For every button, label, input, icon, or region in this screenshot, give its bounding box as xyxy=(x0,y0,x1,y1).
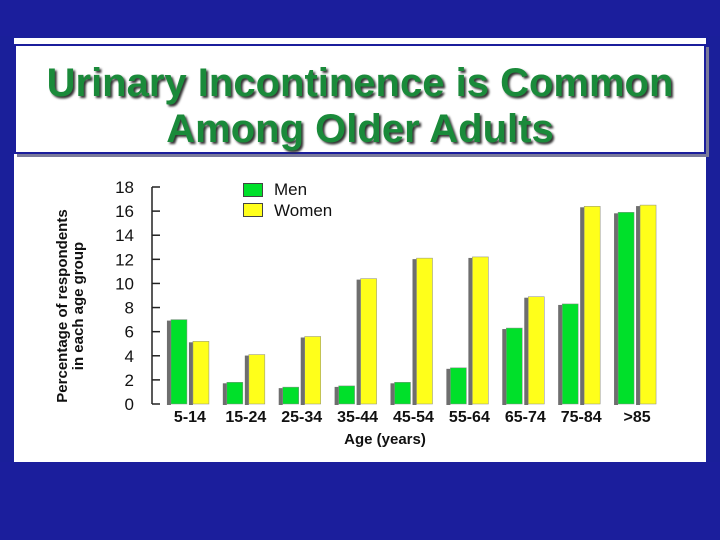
bar-women-2 xyxy=(304,336,321,405)
bar-shadow xyxy=(300,337,305,405)
top-band xyxy=(0,0,720,36)
x-tick-label: 45-54 xyxy=(393,409,434,426)
bar-shadow xyxy=(468,257,473,405)
y-tick-label: 16 xyxy=(115,202,134,221)
bar-women-0 xyxy=(192,341,210,405)
y-tick-label: 6 xyxy=(125,323,134,342)
bar-men-3 xyxy=(338,385,355,405)
y-tick-label: 2 xyxy=(125,371,134,390)
bar-women-8 xyxy=(639,204,657,405)
bar-women-3 xyxy=(360,278,377,405)
bar-shadow xyxy=(558,304,563,405)
bar-shadow xyxy=(502,329,507,405)
chart-title-line-1: Urinary Incontinence is Common xyxy=(46,61,674,105)
bar-men-5 xyxy=(450,367,467,405)
y-tick-label: 0 xyxy=(125,395,134,414)
bar-shadow xyxy=(334,386,339,405)
bar-men-0 xyxy=(170,319,188,405)
bar-women-4 xyxy=(416,257,433,405)
bar-men-7 xyxy=(561,303,579,405)
legend-swatch-men xyxy=(243,183,263,197)
bar-men-6 xyxy=(506,327,523,405)
x-tick-label: 75-84 xyxy=(561,409,602,426)
legend-label-men: Men xyxy=(274,180,308,199)
y-tick-label: 18 xyxy=(115,178,134,197)
bar-shadow xyxy=(636,206,641,405)
x-axis-label: Age (years) xyxy=(344,431,426,448)
bar-shadow xyxy=(446,368,451,405)
chart-title-line-2: Among Older Adults xyxy=(166,107,554,151)
y-tick-label: 10 xyxy=(115,274,134,293)
legend-label-women: Women xyxy=(274,201,333,220)
bar-men-1 xyxy=(226,382,244,405)
bar-shadow xyxy=(524,297,529,405)
bar-shadow xyxy=(356,279,361,405)
bar-men-4 xyxy=(394,382,411,405)
bar-women-6 xyxy=(528,296,545,405)
x-tick-label: 65-74 xyxy=(505,409,546,426)
bar-shadow xyxy=(580,207,585,405)
bar-men-8 xyxy=(617,212,635,405)
y-tick-label: 8 xyxy=(125,299,134,318)
bar-women-1 xyxy=(248,354,266,405)
bar-shadow xyxy=(222,383,227,405)
x-tick-label: 55-64 xyxy=(449,409,490,426)
legend-swatch-women xyxy=(243,203,263,217)
bar-shadow xyxy=(166,320,171,405)
bar-shadow xyxy=(390,383,395,405)
y-tick-label: 4 xyxy=(125,347,134,366)
bar-women-7 xyxy=(583,206,601,405)
x-tick-label: 25-34 xyxy=(281,409,322,426)
bar-women-5 xyxy=(472,256,489,405)
y-tick-label: 14 xyxy=(115,226,134,245)
chart-title: Urinary Incontinence is Common Among Old… xyxy=(16,60,704,152)
y-tick-label: 12 xyxy=(115,250,134,269)
bar-men-2 xyxy=(282,386,299,405)
bar-shadow xyxy=(412,259,417,405)
bar-shadow xyxy=(244,355,249,405)
x-tick-label: 35-44 xyxy=(337,409,378,426)
x-tick-label: 5-14 xyxy=(174,409,206,426)
bar-shadow xyxy=(614,213,619,405)
bar-shadow xyxy=(188,342,193,405)
x-tick-label: 15-24 xyxy=(225,409,266,426)
x-tick-label: >85 xyxy=(623,409,650,426)
bar-shadow xyxy=(278,388,283,405)
bottom-band xyxy=(0,462,720,540)
title-box: Urinary Incontinence is Common Among Old… xyxy=(14,44,706,154)
